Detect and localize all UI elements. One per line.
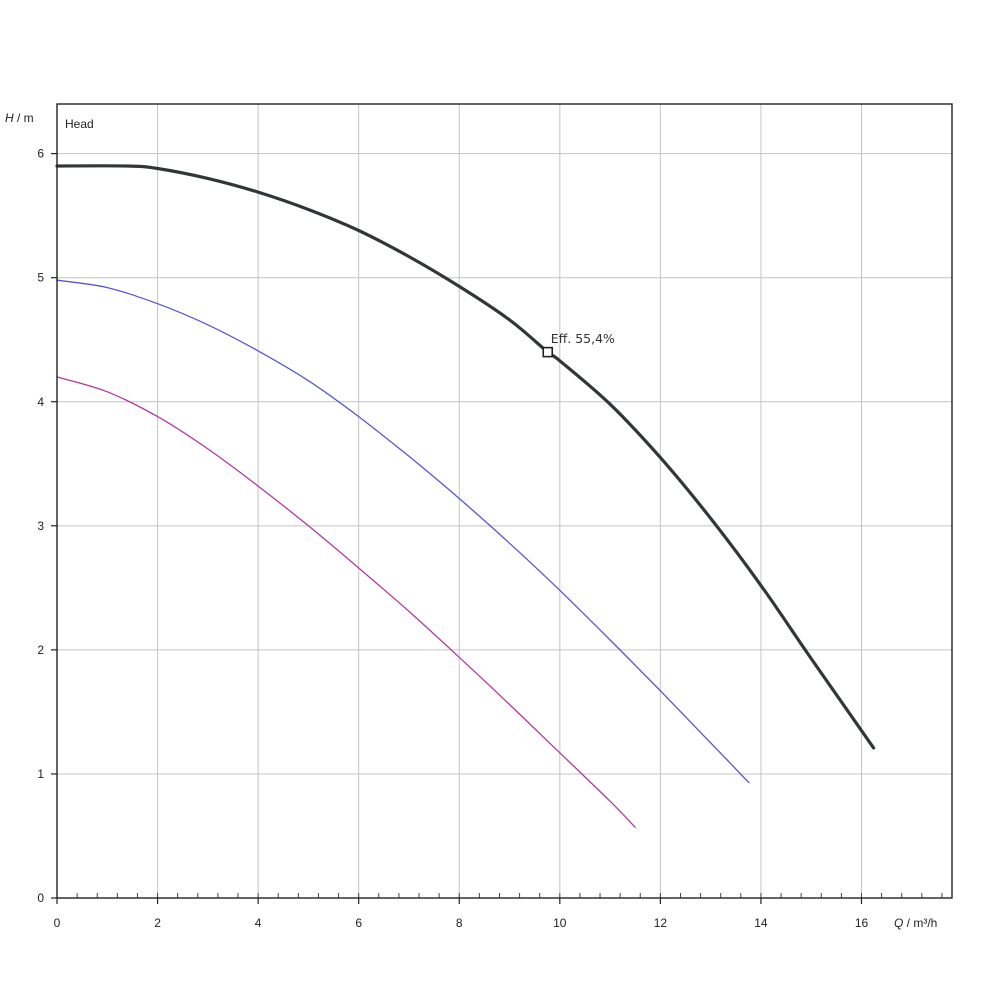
efficiency-label: Eff. 55,4% — [551, 331, 615, 346]
efficiency-marker — [542, 346, 554, 358]
grid — [51, 104, 952, 904]
head-curve-2 — [56, 279, 750, 784]
x-tick-label: 10 — [553, 916, 567, 930]
plot-frame — [56, 103, 953, 899]
x-tick-label: 4 — [255, 916, 262, 930]
x-axis-title: Q / m³/h — [894, 916, 937, 930]
series-layer — [55, 164, 876, 828]
y-tick-label: 1 — [37, 767, 44, 781]
x-tick-label: 12 — [654, 916, 668, 930]
x-axis-symbol: Q — [894, 916, 903, 930]
x-tick-label: 8 — [456, 916, 463, 930]
y-tick-label: 5 — [37, 271, 44, 285]
y-tick-label: 4 — [37, 395, 44, 409]
y-tick-label: 0 — [37, 891, 44, 905]
x-tick-label: 2 — [154, 916, 161, 930]
y-tick-label: 3 — [37, 519, 44, 533]
plot-title: Head — [65, 117, 94, 131]
head-curve-3 — [56, 376, 636, 828]
x-minor-ticks — [56, 893, 943, 898]
x-tick-label: 0 — [54, 916, 61, 930]
y-tick-label: 6 — [37, 147, 44, 161]
y-axis-symbol: H — [5, 111, 14, 125]
y-axis-title: H / m — [5, 111, 34, 125]
x-tick-label: 14 — [754, 916, 768, 930]
x-axis-unit: / m³/h — [903, 916, 937, 930]
annotation-layer: Eff. 55,4% — [542, 331, 615, 358]
head-curve-1 — [55, 164, 876, 750]
y-axis-unit: / m — [14, 111, 34, 125]
x-tick-label: 16 — [855, 916, 869, 930]
x-tick-label: 6 — [355, 916, 362, 930]
y-tick-label: 2 — [37, 643, 44, 657]
